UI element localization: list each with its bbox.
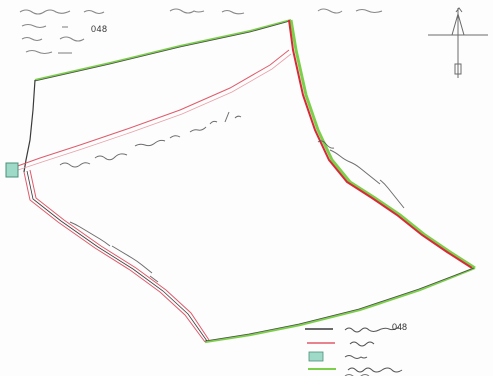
ward-boundary-bottom xyxy=(204,266,476,344)
legend xyxy=(305,326,403,376)
legend-boundary-label xyxy=(344,326,400,333)
road-left-outer xyxy=(23,171,206,343)
boundary-left-lower xyxy=(26,170,208,342)
legend-footnote xyxy=(344,374,370,376)
road-diagonal-2 xyxy=(11,53,292,173)
interior-handwriting xyxy=(59,111,405,283)
legend-plot-label xyxy=(344,355,368,359)
boundary-top-dark xyxy=(34,20,291,82)
ward-boundary-right xyxy=(289,19,476,270)
boundary-bottom-dark xyxy=(204,267,475,342)
header-plot-code: 048 xyxy=(91,24,108,34)
road-right xyxy=(288,19,473,269)
plot-square-icon xyxy=(5,162,19,178)
legend-ward-label xyxy=(347,367,403,373)
header-handwriting xyxy=(19,8,383,55)
road-diagonal xyxy=(11,49,290,169)
road-left-inner xyxy=(29,169,210,341)
ward-boundary-top xyxy=(34,19,292,81)
legend-plot-swatch xyxy=(308,351,324,362)
legend-road-label xyxy=(349,341,375,347)
boundary-left xyxy=(23,79,36,173)
north-arrow-icon xyxy=(428,7,488,78)
legend-plot-code: 048 xyxy=(392,322,408,332)
